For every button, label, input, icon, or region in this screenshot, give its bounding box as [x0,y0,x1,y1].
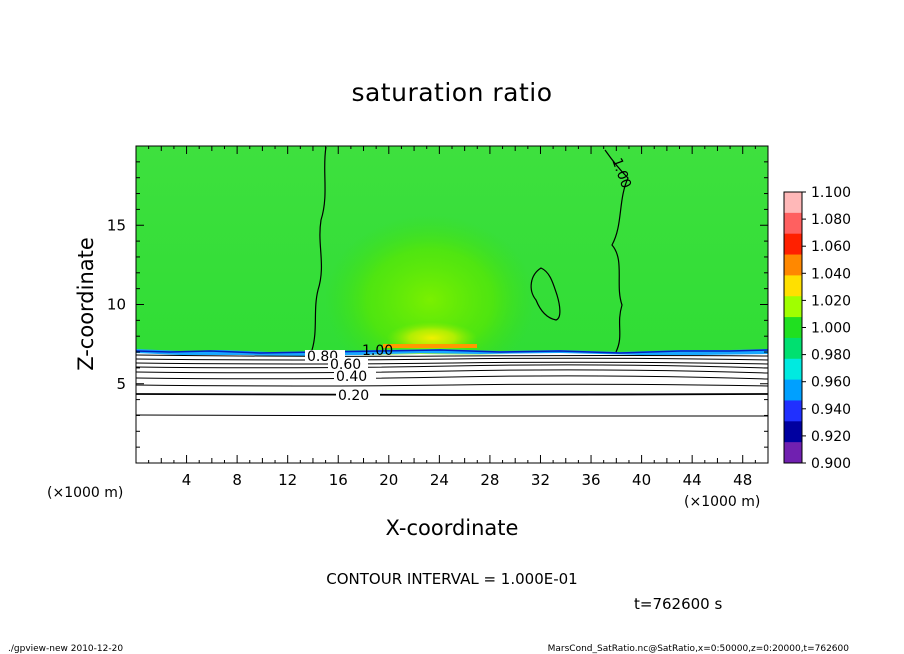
contour-1-00-left [311,146,327,351]
x-axis-title: X-coordinate [386,516,519,540]
x-tick-label: 48 [733,471,752,489]
y-tick-label: 15 [107,216,126,234]
contour-0-40 [136,375,768,380]
colorbar-swatch [784,212,802,235]
contour-1-00-right [604,149,629,353]
y-tick-label: 5 [116,375,126,393]
colorbar-swatch [784,192,802,214]
colorbar-tick-label: 1.040 [811,266,851,282]
colorbar-swatch [784,233,802,256]
contour-interval-label: CONTOUR INTERVAL = 1.000E-01 [326,570,577,588]
interface-band [136,349,768,356]
colorbar-tick-label: 0.940 [811,402,851,418]
colorbar-tick-label: 1.060 [811,239,851,255]
x-tick-label: 40 [632,471,651,489]
colorbar-tick-label: 0.920 [811,429,851,445]
x-tick-label: 12 [278,471,297,489]
footer-right: MarsCond_SatRatio.nc@SatRatio,x=0:50000,… [548,644,850,654]
contour-0-70 [136,361,768,365]
colorbar-tick-label: 1.080 [811,212,851,228]
plot-area: 1.00 1.00 0.80 0.60 0.40 0.20 [136,146,768,463]
y-axis-title: Z-coordinate [74,237,98,371]
colorbar-swatch [784,337,802,360]
colorbar-tick-label: 0.960 [811,375,851,391]
moist-region [325,215,535,385]
contour-0-30 [136,383,768,387]
contour-0-80 [136,357,768,361]
colorbar-swatch [784,254,802,276]
x-axis-unit-left: (×1000 m) [47,485,123,501]
contour-label-020: 0.20 [338,388,369,404]
contour-label-040: 0.40 [336,369,367,385]
colorbar-tick-label: 1.020 [811,293,851,309]
x-tick-label: 16 [329,471,348,489]
colorbar-swatch [784,421,802,443]
x-tick-label: 44 [683,471,702,489]
moist-streak [383,344,477,348]
colorbar: 1.100 1.080 1.060 1.040 1.020 1.000 0.980 0.960… [783,185,851,472]
x-axis-unit-right: (×1000 m) [684,494,760,510]
contour-1-00-closed [530,267,561,321]
colorbar-swatch [784,296,802,318]
colorbar-swatch [784,317,802,339]
y-tick-label: 10 [107,296,126,314]
dry-region [136,354,768,463]
interface-line [136,349,768,354]
colorbar-swatch [784,400,802,422]
footer-left: ./gpview-new 2010-12-20 [8,644,123,654]
colorbar-tick-label: 0.900 [811,456,851,472]
colorbar-swatch [784,275,802,297]
contour-0-60 [136,364,768,369]
x-tick-label: 32 [531,471,550,489]
chart-title: saturation ratio [351,78,552,107]
colorbar-tick-label: 1.100 [811,185,851,201]
colorbar-swatch [784,379,802,401]
x-tick-label: 4 [182,471,192,489]
contour-0-50 [136,369,768,374]
x-tick-label: 36 [581,471,600,489]
y-axis-ticks: 5 10 15 [107,145,768,464]
x-tick-label: 28 [480,471,499,489]
contour-0-10 [136,414,768,417]
colorbar-swatch [784,442,802,464]
x-axis-ticks: 4 8 12 16 20 24 28 32 36 40 44 48 [135,146,769,489]
colorbar-tick-label: 1.000 [811,321,851,337]
x-tick-label: 20 [379,471,398,489]
contour-0-90 [136,354,768,357]
contour-label-interface: 1.00 [362,343,393,359]
x-tick-label: 8 [232,471,242,489]
x-tick-label: 24 [430,471,449,489]
contour-0-20 [136,393,768,396]
colorbar-swatch [784,358,802,381]
time-label: t=762600 s [634,595,722,613]
colorbar-tick-label: 0.980 [811,348,851,364]
